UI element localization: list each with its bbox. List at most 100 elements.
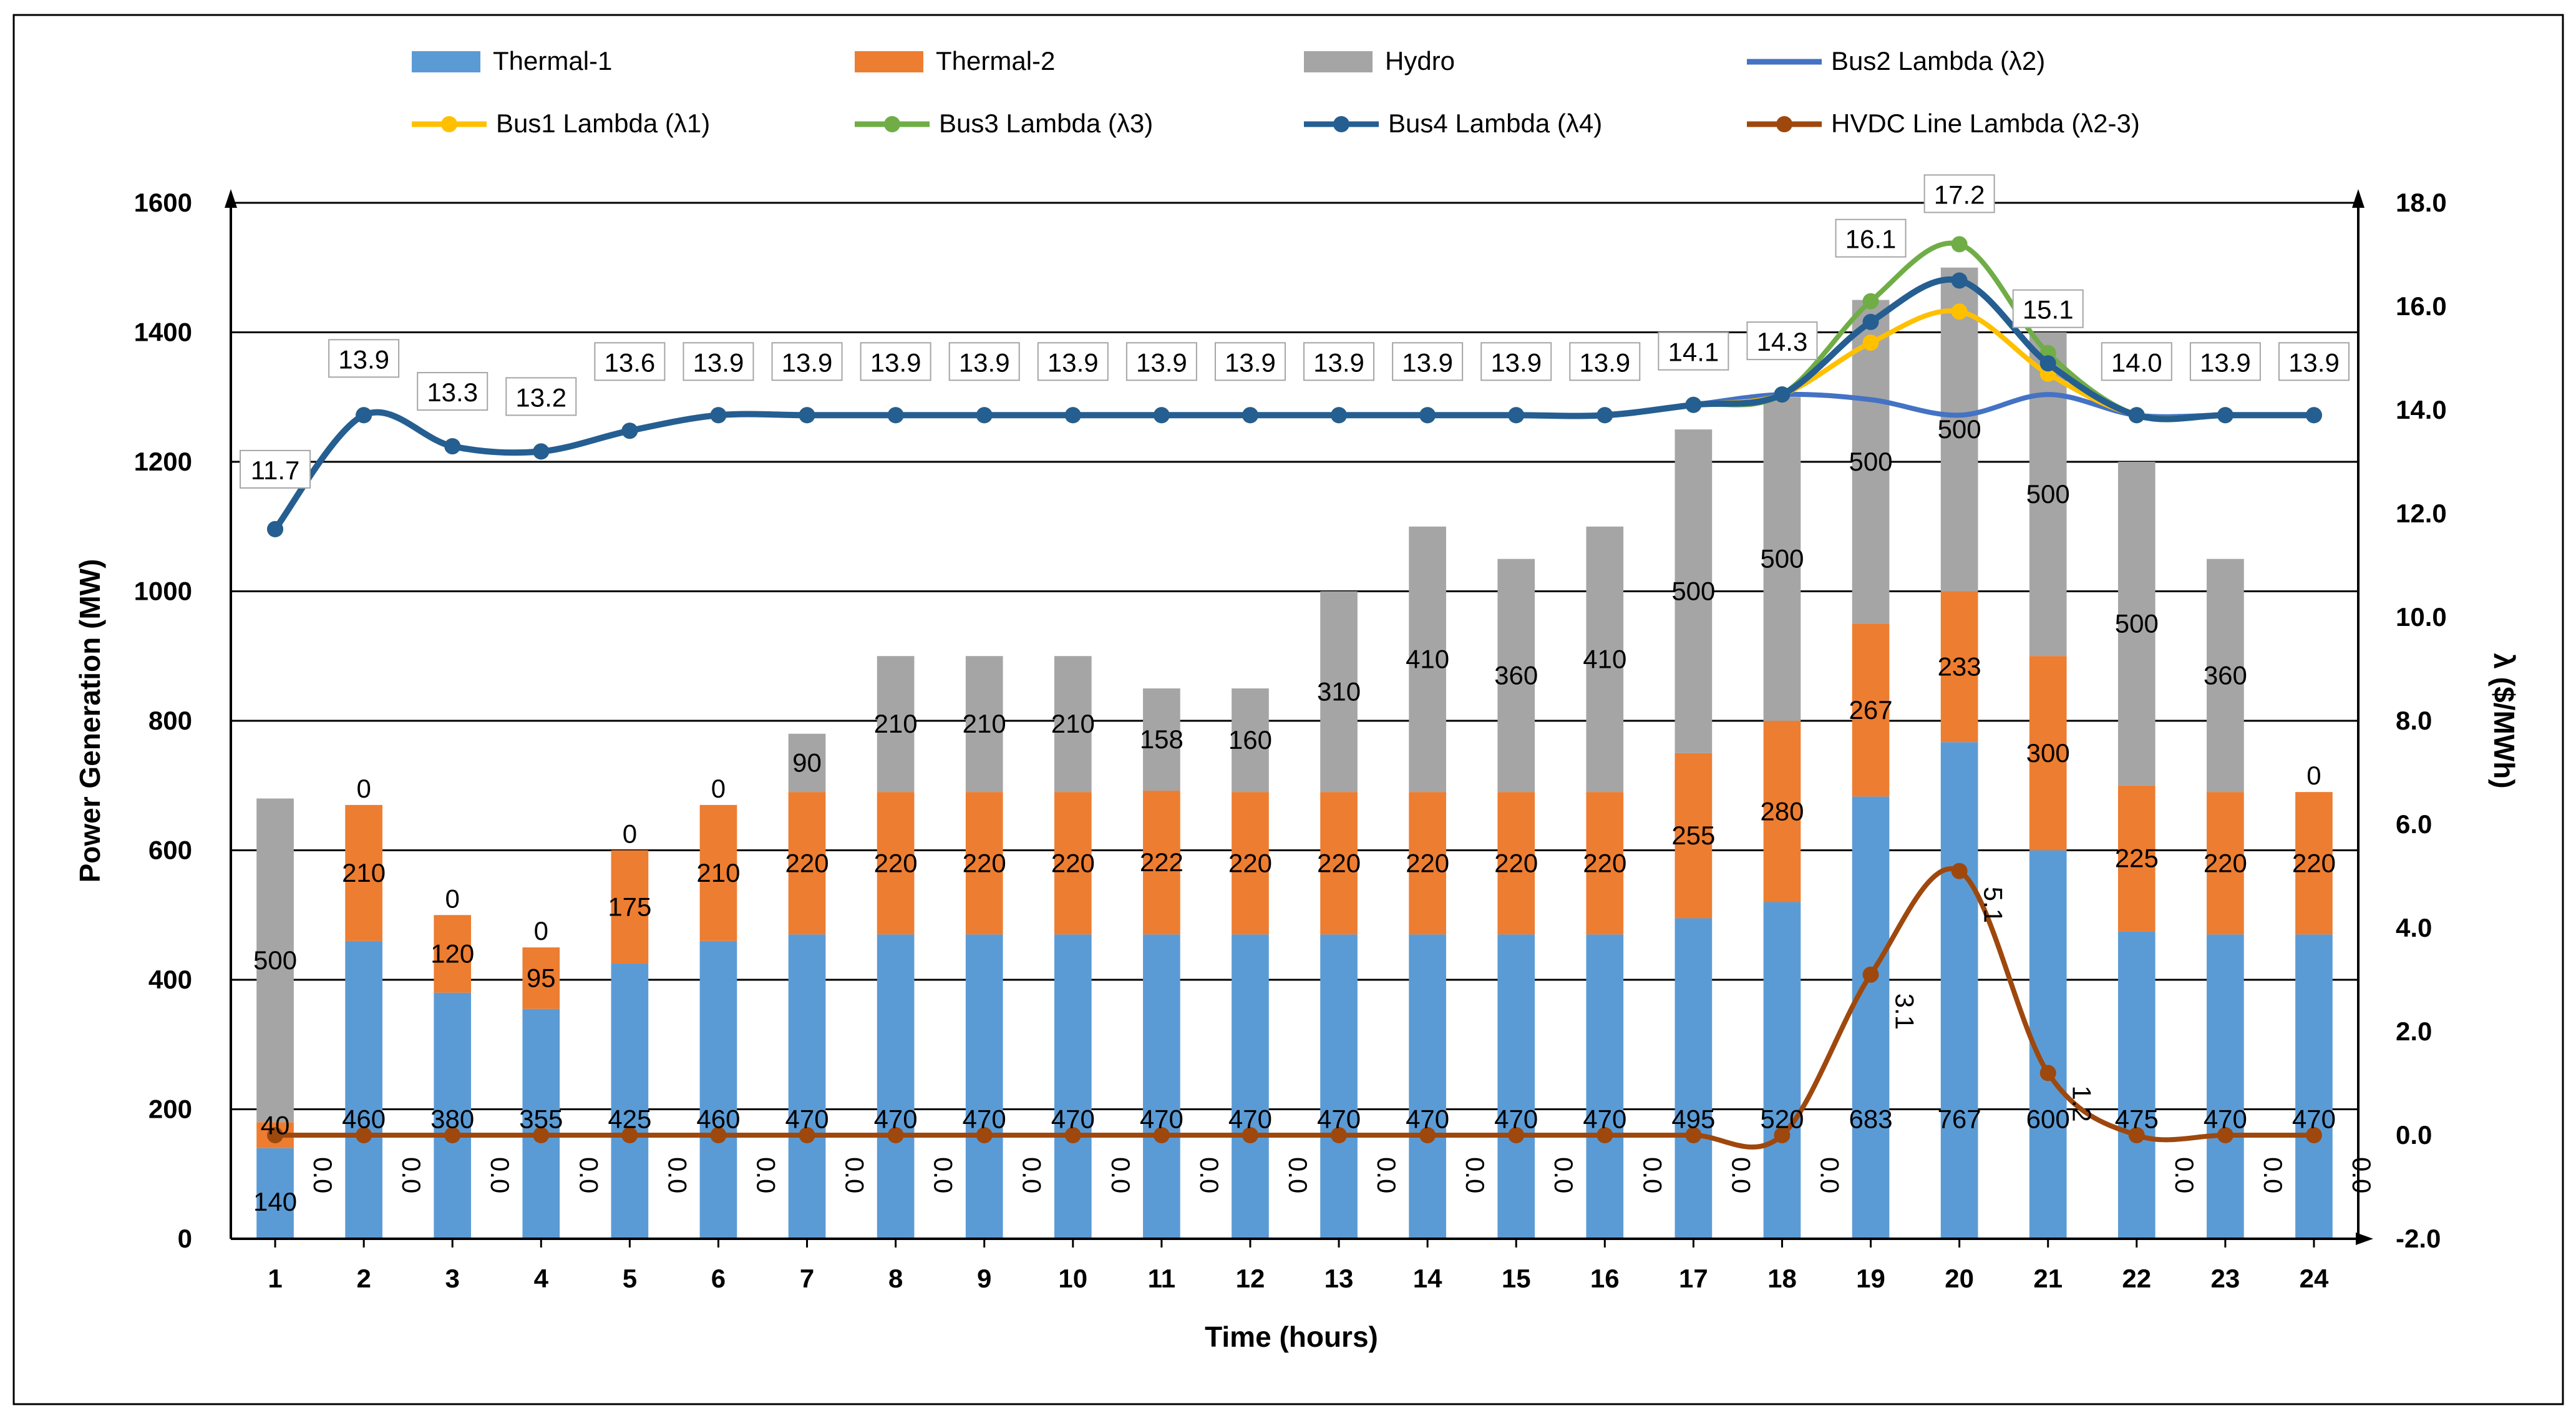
bar-thermal-2 — [788, 792, 826, 935]
lambda-callout: 13.9 — [1037, 342, 1109, 381]
line-point-marker — [1153, 407, 1170, 424]
y-axis-arrow — [225, 189, 237, 208]
bar-thermal-2 — [1143, 791, 1180, 935]
legend-item: Thermal-1 — [412, 46, 612, 76]
line-point-marker — [1951, 236, 1968, 253]
bar-data-label: 470 — [1406, 1105, 1449, 1134]
line-point-marker — [2128, 1127, 2145, 1143]
bar-thermal-2 — [345, 804, 382, 941]
bar-data-label: 500 — [1938, 414, 1981, 444]
y2-tick-label: -2.0 — [2396, 1224, 2441, 1253]
line-point-marker — [267, 1127, 284, 1143]
bar-thermal-2 — [522, 947, 560, 1009]
line-point-marker — [356, 407, 372, 424]
line-point-marker — [2305, 407, 2322, 424]
tick-labels: 02004006008001000120014001600-2.00.02.04… — [134, 188, 2447, 1293]
x-tick-label: 12 — [1236, 1264, 1265, 1293]
bar-data-label: 255 — [1671, 821, 1715, 850]
hvdc-data-label: 0.0 — [1638, 1157, 1667, 1193]
lambda-data-label: 13.9 — [870, 348, 921, 377]
bar-thermal-1 — [611, 964, 649, 1239]
bar-hydro — [1497, 559, 1535, 793]
line-point-marker — [710, 407, 727, 424]
line-point-marker — [621, 422, 638, 439]
line-point-marker — [2305, 1127, 2322, 1143]
x-tick-label: 8 — [888, 1264, 903, 1293]
line-point-marker — [1774, 386, 1791, 403]
legend-swatch — [1304, 51, 1373, 72]
bar-data-label: 210 — [874, 709, 918, 738]
bar-thermal-2 — [611, 850, 649, 964]
lambda-data-label: 13.9 — [782, 348, 833, 377]
lambda-callout-box — [1303, 342, 1375, 381]
line-point-marker — [1419, 1127, 1436, 1143]
x-tick-label: 23 — [2211, 1264, 2240, 1293]
y2-tick-label: 12.0 — [2396, 499, 2447, 528]
hvdc-data-label: 0.0 — [574, 1157, 603, 1193]
bar-series — [256, 267, 2333, 1239]
legend-item: Hydro — [1304, 46, 1455, 76]
bar-hydro — [1852, 300, 1890, 624]
line-point-marker — [1685, 396, 1702, 413]
line-point-marker — [1951, 272, 1968, 289]
y2-tick-label: 8.0 — [2396, 706, 2432, 735]
line-point-marker — [444, 438, 461, 455]
bar-data-label: 222 — [1140, 847, 1184, 877]
x-tick-label: 1 — [268, 1264, 282, 1293]
bar-data-label: 280 — [1760, 796, 1804, 826]
line-point-marker — [1064, 1127, 1081, 1143]
line-point-marker — [887, 407, 904, 424]
bar-thermal-1 — [1143, 934, 1180, 1239]
line-point-marker — [976, 1127, 993, 1143]
bar-data-label: 600 — [2026, 1105, 2070, 1134]
bar-labels: 140 460 380 355 425 460 470 470 470 470 470 470 470 4… — [253, 414, 2336, 1216]
lambda-callout: 13.9 — [328, 339, 400, 378]
axis-titles: Time (hours) Power Generation (MW) λ ($/… — [74, 559, 2520, 1353]
bar-data-label: 470 — [1051, 1105, 1095, 1134]
hvdc-data-label: 0.0 — [663, 1157, 692, 1193]
y2-tick-label: 0.0 — [2396, 1120, 2432, 1150]
line-point-marker — [1508, 407, 1525, 424]
bar-thermal-2 — [877, 792, 915, 935]
line-point-marker — [1951, 303, 1968, 320]
y2-tick-label: 6.0 — [2396, 809, 2432, 839]
bar-data-label: 220 — [963, 848, 1006, 877]
bar-data-label: 360 — [2204, 660, 2247, 690]
lambda-callout: 13.9 — [683, 342, 754, 381]
lambda-callout-box — [948, 342, 1020, 381]
bar-thermal-2 — [2207, 792, 2244, 935]
bar-data-label: 470 — [2292, 1105, 2336, 1134]
bar-data-label: 210 — [342, 858, 386, 887]
lambda-callout-box — [1746, 321, 1818, 361]
line-point-marker — [887, 1127, 904, 1143]
hvdc-data-label: 0.0 — [1461, 1157, 1490, 1193]
bar-data-label: 470 — [785, 1105, 829, 1134]
lambda-data-label: 13.6 — [605, 348, 656, 377]
bar-data-label: 140 — [253, 1187, 297, 1216]
line-point-marker — [1153, 1127, 1170, 1143]
line-point-marker — [1064, 407, 1081, 424]
hvdc-data-label: 0.0 — [1726, 1157, 1756, 1193]
lambda-data-label: 13.9 — [959, 348, 1010, 377]
hvdc-data-label: 0.0 — [1195, 1157, 1224, 1193]
bar-data-label: 267 — [1849, 695, 1893, 725]
legend-label: Bus4 Lambda (λ4) — [1388, 109, 1602, 138]
bar-hydro — [2029, 332, 2067, 657]
bar-thermal-2 — [2295, 792, 2333, 935]
bar-data-label: 500 — [1760, 544, 1804, 574]
hvdc-data-label: 0.0 — [397, 1157, 426, 1193]
bar-data-label: 0 — [711, 774, 726, 803]
bar-thermal-1 — [788, 934, 826, 1239]
x-axis-title: Time (hours) — [1205, 1321, 1378, 1353]
bar-data-label: 355 — [519, 1105, 563, 1134]
bar-hydro — [1232, 688, 1269, 793]
bar-thermal-1 — [2117, 931, 2156, 1239]
bar-hydro — [256, 798, 294, 1123]
line-point-marker — [1242, 407, 1258, 424]
lambda-callout: 14.0 — [2101, 342, 2172, 381]
bar-data-label: 470 — [1228, 1105, 1272, 1134]
lambda-callout: 13.9 — [1569, 342, 1641, 381]
hvdc-data-label: 0.0 — [2347, 1157, 2376, 1193]
line-point-marker — [1951, 862, 1968, 879]
bar-thermal-2 — [434, 915, 472, 993]
